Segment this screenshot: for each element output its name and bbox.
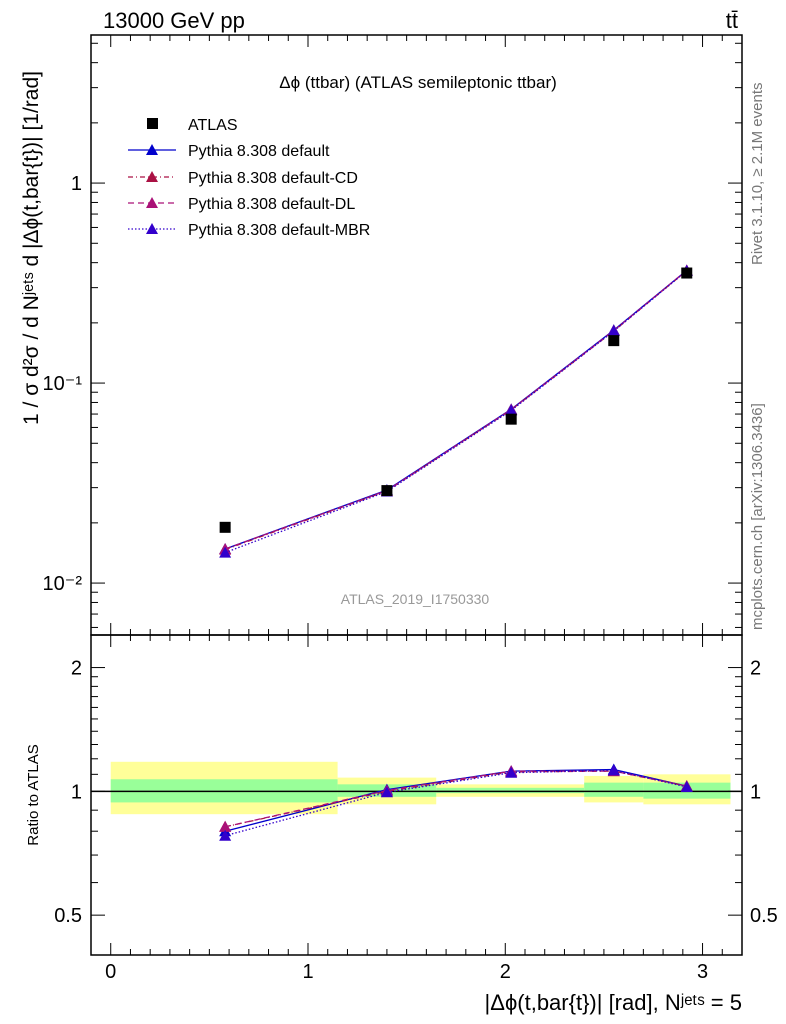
x-tick-label-0: 0 (105, 961, 116, 983)
data-point (219, 521, 231, 533)
ratio-tick-label-2: 2 (71, 658, 82, 680)
ratio-y-axis-label: Ratio to ATLAS (25, 744, 42, 845)
legend-label-default: Pythia 8.308 default (188, 143, 330, 160)
ratio-tick-label-1: 1 (71, 781, 82, 803)
ratio-tick-label-right-0.5: 0.5 (750, 905, 778, 927)
legend-marker-cd (146, 171, 158, 182)
mcplots-label: mcplots.cern.ch [arXiv:1306.3436] (749, 403, 766, 630)
plot-title: Δϕ (ttbar) (ATLAS semileptonic ttbar) (279, 73, 557, 92)
main-line-default (224, 269, 688, 550)
legend-label-atlas: ATLAS (188, 117, 238, 134)
ratio-panel-frame (90, 634, 743, 956)
ratio-series-layer (219, 763, 693, 841)
y-tick-label-0.1: 10⁻¹ (43, 373, 83, 395)
axis-ticks (91, 35, 742, 955)
energy-label: 13000 GeV pp (103, 8, 245, 33)
y-tick-label-0.01: 10⁻² (43, 573, 83, 595)
legend: ATLAS Pythia 8.308 default Pythia 8.308 … (128, 117, 370, 239)
ratio-point-mbr (219, 829, 232, 841)
x-tick-label-1: 1 (302, 961, 313, 983)
main-point-mbr (505, 404, 518, 416)
legend-marker-dl (146, 197, 158, 208)
main-line-mbr (224, 270, 688, 554)
data-point (681, 267, 693, 279)
stat-band-bin (436, 787, 585, 794)
ratio-line-mbr (224, 769, 687, 837)
ratio-point-mbr (380, 786, 393, 798)
stat-band-bin (584, 782, 644, 797)
legend-marker-mbr (146, 223, 158, 234)
rivet-label: Rivet 3.1.10, ≥ 2.1M events (749, 83, 766, 266)
data-point (505, 413, 517, 425)
main-series-layer (219, 264, 693, 558)
main-line-dl (224, 269, 688, 550)
ratio-tick-label-0.5: 0.5 (54, 905, 82, 927)
legend-label-dl: Pythia 8.308 default-DL (188, 196, 355, 213)
analysis-id: ATLAS_2019_I1750330 (341, 591, 490, 607)
ratio-tick-label-right-1: 1 (750, 781, 761, 803)
data-point (381, 485, 393, 497)
main-point-mbr (219, 546, 232, 558)
ratio-tick-label-right-2: 2 (750, 658, 761, 680)
legend-label-cd: Pythia 8.308 default-CD (188, 170, 358, 187)
y-axis-label: 1 / σ d²σ / d Nʲᵉᵗˢ d |Δϕ(t,bar{t})| [1/… (20, 71, 43, 425)
legend-label-mbr: Pythia 8.308 default-MBR (188, 222, 370, 239)
x-tick-label-2: 2 (500, 961, 511, 983)
x-tick-label-3: 3 (697, 961, 708, 983)
legend-marker-atlas (147, 118, 158, 129)
process-label: tt̄ (726, 8, 738, 33)
ratio-point-mbr (680, 780, 693, 792)
main-line-cd (224, 270, 688, 551)
data-point (608, 335, 620, 347)
ratio-point-dl (219, 820, 232, 832)
x-axis-label: |Δϕ(t,bar{t})| [rad], Nʲᵉᵗˢ = 5 (485, 990, 742, 1015)
ratio-point-mbr (607, 764, 620, 776)
main-point-mbr (607, 325, 620, 337)
main-data-layer (219, 267, 693, 533)
y-tick-label-1: 1 (71, 173, 82, 195)
legend-marker-default (146, 144, 158, 155)
ratio-point-mbr (505, 766, 518, 778)
